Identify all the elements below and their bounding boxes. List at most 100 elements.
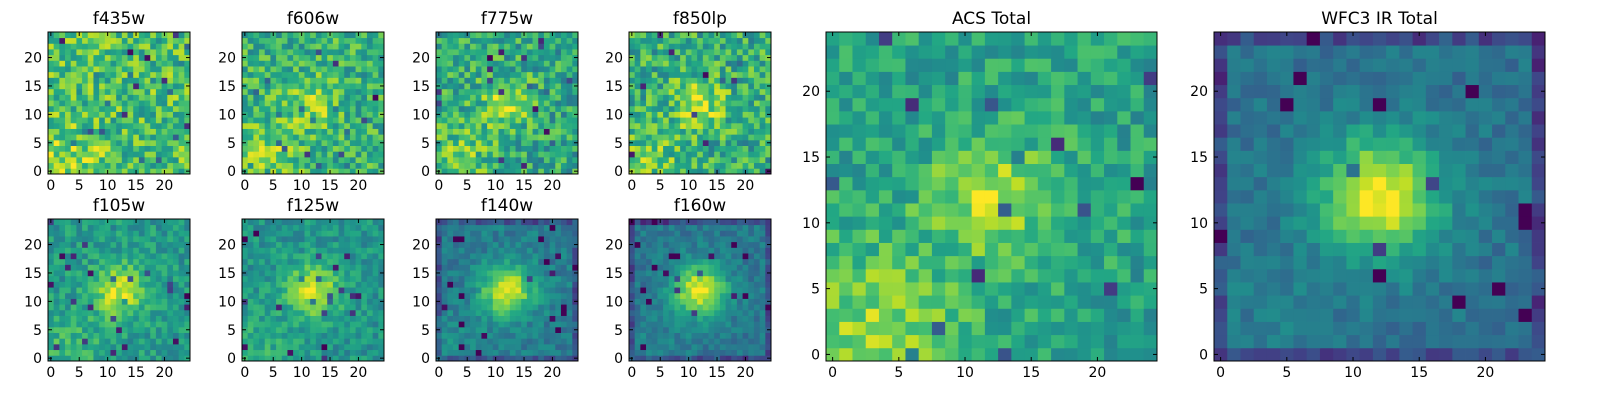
- heatmap-cell: [361, 230, 367, 236]
- heatmap-cell: [714, 350, 720, 356]
- heatmap-cell: [242, 276, 248, 282]
- heatmap-cell: [128, 355, 134, 361]
- heatmap-cell: [361, 129, 367, 135]
- heatmap-cell: [270, 287, 276, 293]
- heatmap-cell: [322, 38, 328, 44]
- heatmap-cell: [555, 327, 561, 333]
- heatmap-cell: [276, 32, 282, 38]
- heatmap-cell: [265, 43, 271, 49]
- heatmap-cell: [128, 293, 134, 299]
- heatmap-cell: [555, 77, 561, 83]
- heatmap-cell: [464, 43, 470, 49]
- heatmap-cell: [691, 55, 697, 61]
- heatmap-cell: [516, 163, 522, 169]
- heatmap-cell: [498, 230, 504, 236]
- heatmap-cell: [464, 310, 470, 316]
- heatmap-cell: [748, 72, 754, 78]
- heatmap-cell: [453, 83, 459, 89]
- heatmap-cell: [179, 94, 185, 100]
- heatmap-cell: [561, 49, 567, 55]
- heatmap-cell: [703, 112, 709, 118]
- heatmap-cell: [726, 83, 732, 89]
- heatmap-cell: [327, 163, 333, 169]
- heatmap-cell: [299, 230, 305, 236]
- heatmap-cell: [635, 60, 641, 66]
- heatmap-cell: [99, 163, 105, 169]
- heatmap-cell: [59, 117, 65, 123]
- heatmap-cell: [276, 134, 282, 140]
- heatmap-cell: [470, 310, 476, 316]
- heatmap-cell: [498, 55, 504, 61]
- heatmap-cell: [248, 276, 254, 282]
- heatmap-cell: [270, 106, 276, 112]
- heatmap-cell: [304, 100, 310, 106]
- heatmap-cell: [162, 123, 168, 129]
- heatmap-cell: [293, 129, 299, 135]
- heatmap-cell: [76, 49, 82, 55]
- heatmap-cell: [54, 151, 60, 157]
- heatmap-cell: [344, 230, 350, 236]
- heatmap-cell: [48, 259, 54, 265]
- heatmap-cell: [498, 106, 504, 112]
- heatmap-cell: [293, 338, 299, 344]
- heatmap-cell: [145, 230, 151, 236]
- heatmap-cell: [350, 66, 356, 72]
- heatmap-cell: [167, 168, 173, 174]
- heatmap-cell: [333, 344, 339, 350]
- heatmap-cell: [378, 129, 384, 135]
- heatmap-cell: [510, 253, 516, 259]
- heatmap-cell: [145, 94, 151, 100]
- heatmap-cell: [356, 321, 362, 327]
- heatmap-cell: [686, 276, 692, 282]
- heatmap-cell: [674, 151, 680, 157]
- heatmap-cell: [59, 134, 65, 140]
- heatmap-cell: [65, 129, 71, 135]
- heatmap-cell: [697, 310, 703, 316]
- heatmap-cell: [59, 344, 65, 350]
- heatmap-cell: [65, 83, 71, 89]
- heatmap-cell: [48, 281, 54, 287]
- heatmap-cell: [259, 140, 265, 146]
- heatmap-cell: [333, 219, 339, 225]
- heatmap-cell: [82, 293, 88, 299]
- heatmap-cell: [516, 259, 522, 265]
- heatmap-cell: [339, 310, 345, 316]
- heatmap-cell: [720, 321, 726, 327]
- heatmap-cell: [731, 327, 737, 333]
- heatmap-cell: [714, 140, 720, 146]
- heatmap-cell: [510, 344, 516, 350]
- heatmap-cell: [265, 344, 271, 350]
- heatmap-cell: [737, 83, 743, 89]
- heatmap-cell: [498, 327, 504, 333]
- heatmap-cell: [310, 264, 316, 270]
- heatmap-cell: [339, 236, 345, 242]
- heatmap-cell: [691, 43, 697, 49]
- heatmap-cell: [561, 270, 567, 276]
- heatmap-cell: [510, 338, 516, 344]
- heatmap-cell: [350, 123, 356, 129]
- heatmap-cell: [453, 276, 459, 282]
- heatmap-cell: [743, 89, 749, 95]
- heatmap-cell: [242, 163, 248, 169]
- heatmap-cell: [442, 276, 448, 282]
- heatmap-cell: [680, 117, 686, 123]
- heatmap-cell: [726, 344, 732, 350]
- heatmap-cell: [714, 333, 720, 339]
- heatmap-cell: [476, 242, 482, 248]
- heatmap-cell: [498, 219, 504, 225]
- heatmap-cell: [265, 242, 271, 248]
- heatmap-cell: [737, 333, 743, 339]
- heatmap-cell: [71, 230, 77, 236]
- heatmap-cell: [179, 264, 185, 270]
- heatmap-cell: [322, 89, 328, 95]
- heatmap-cell: [453, 77, 459, 83]
- heatmap-cell: [344, 55, 350, 61]
- heatmap-cell: [720, 163, 726, 169]
- heatmap-cell: [760, 60, 766, 66]
- heatmap-cell: [459, 304, 465, 310]
- heatmap-cell: [680, 129, 686, 135]
- heatmap-cell: [179, 225, 185, 231]
- heatmap-cell: [327, 94, 333, 100]
- heatmap-cell: [179, 321, 185, 327]
